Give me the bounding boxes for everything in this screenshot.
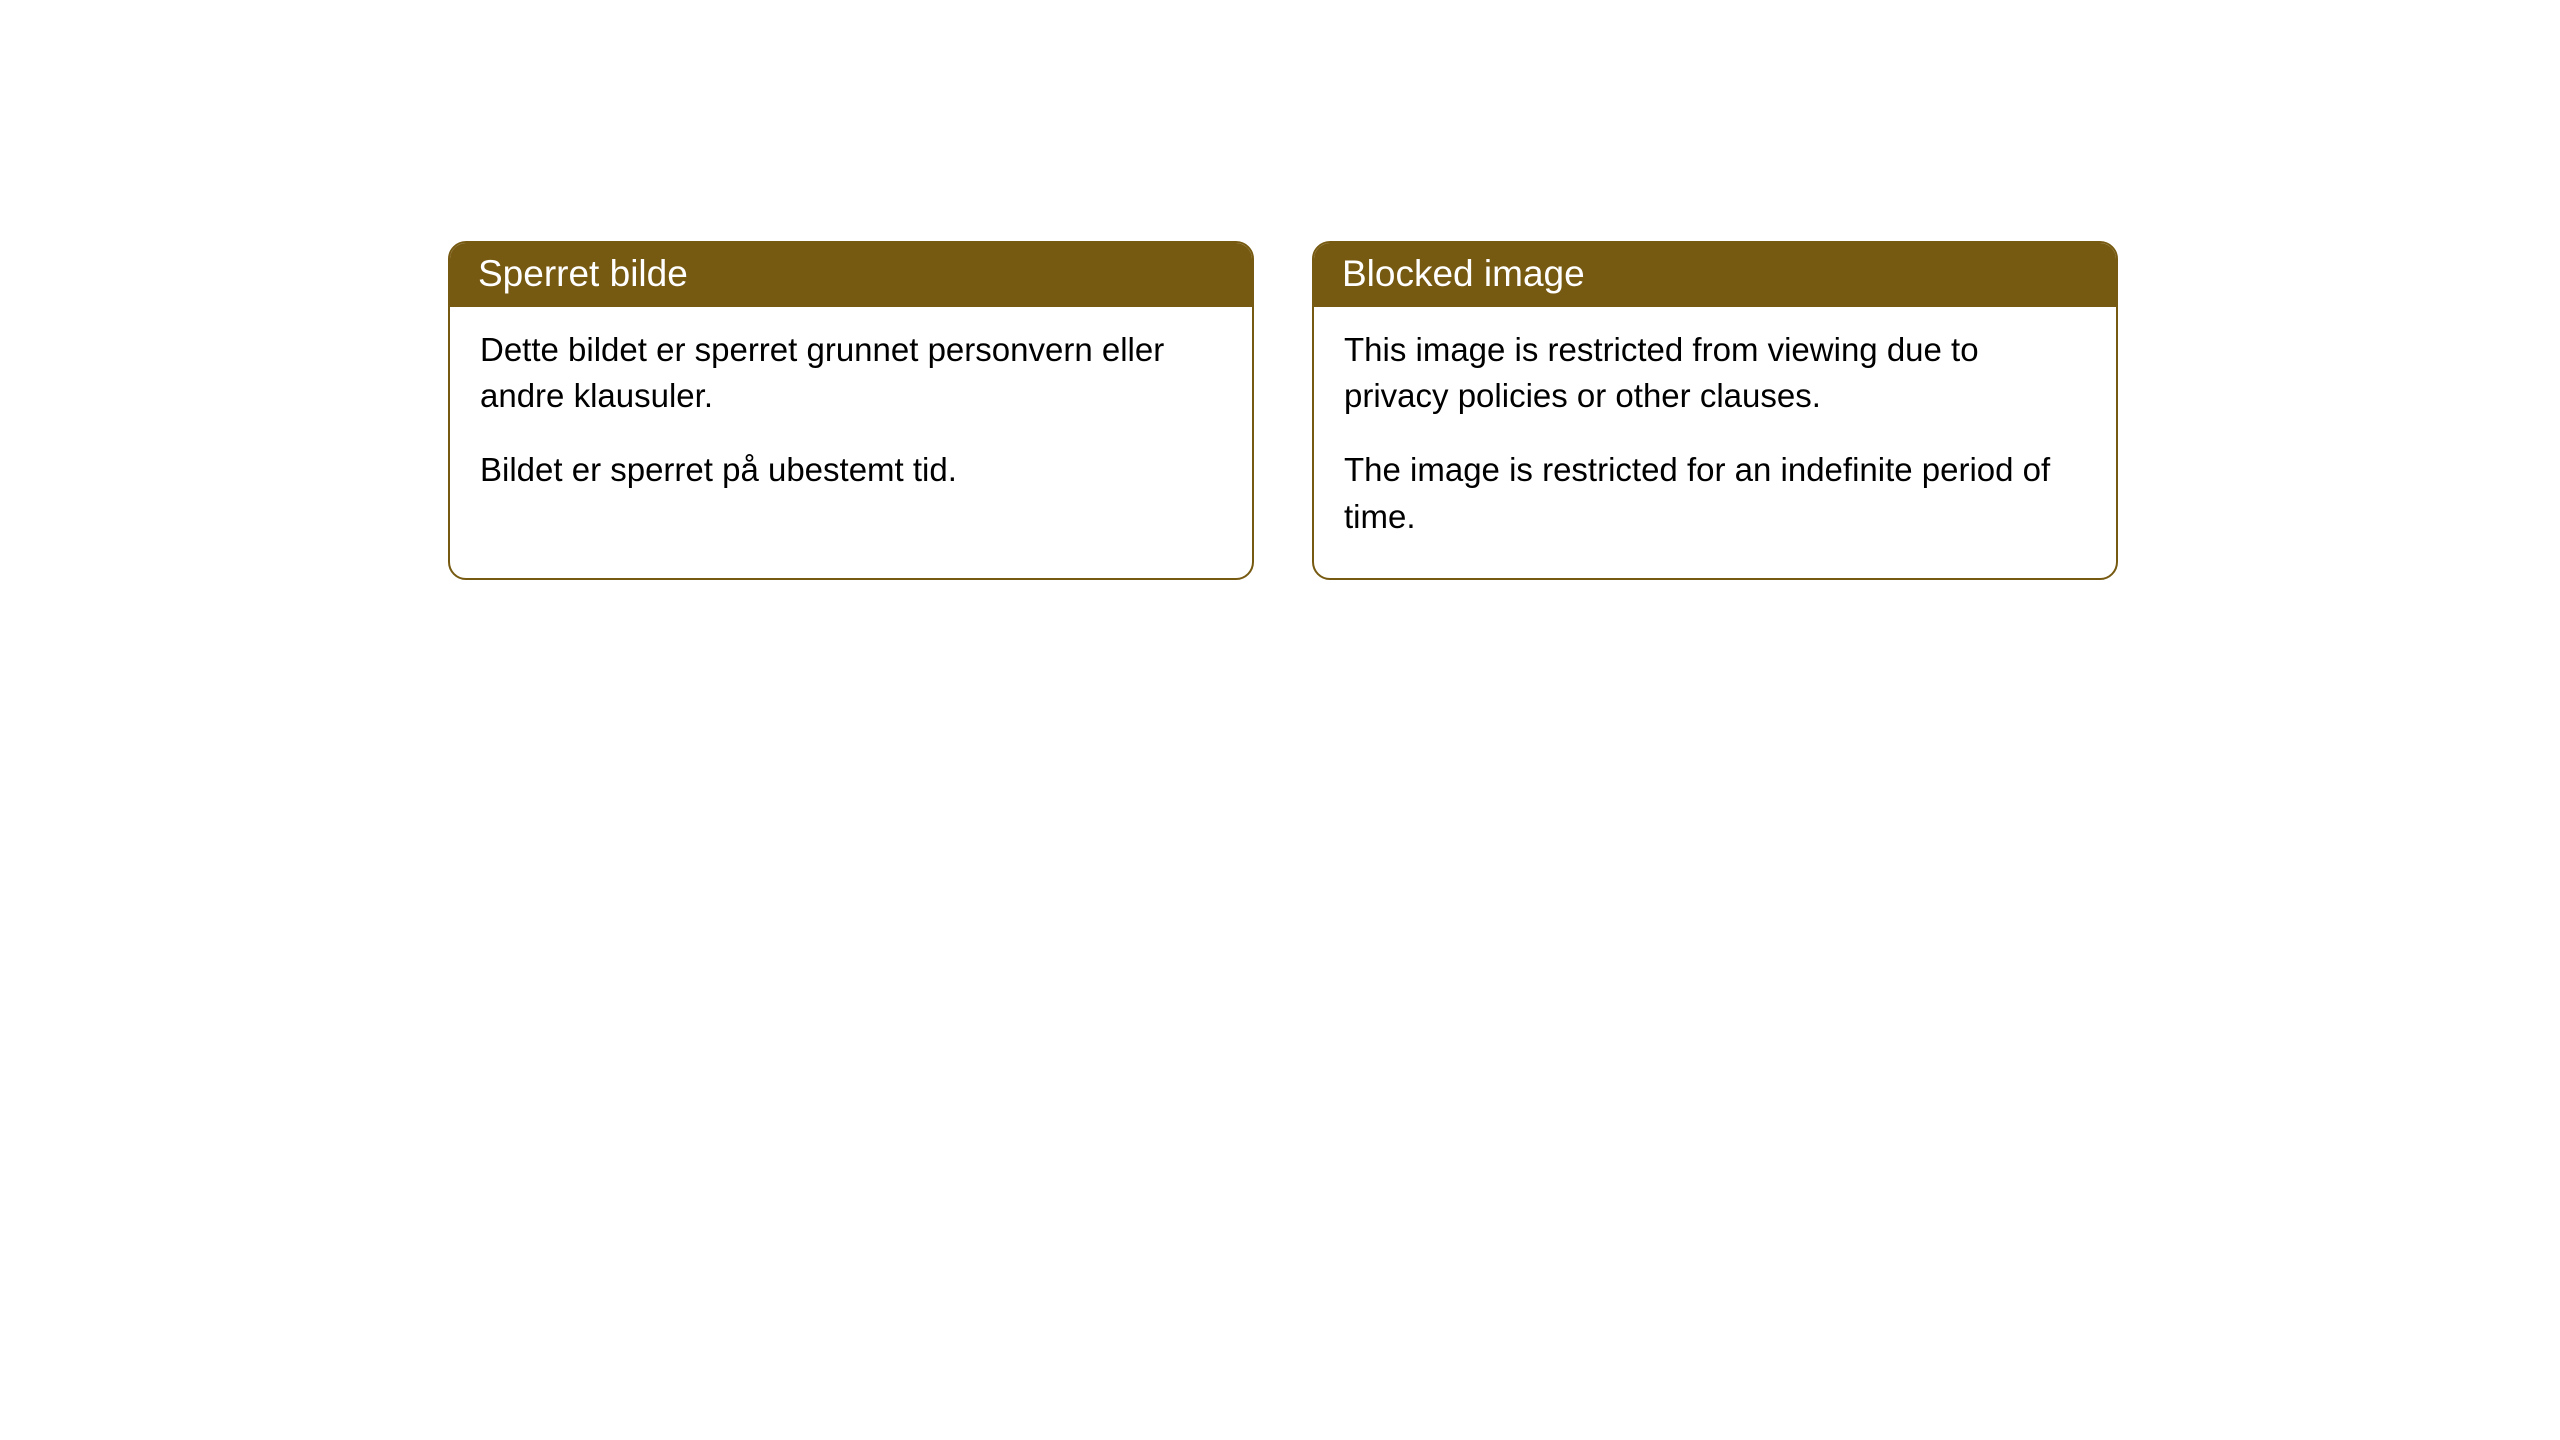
notice-cards-container: Sperret bilde Dette bildet er sperret gr… [448,241,2118,580]
card-paragraph: Dette bildet er sperret grunnet personve… [480,327,1222,419]
card-body-norwegian: Dette bildet er sperret grunnet personve… [450,307,1252,532]
card-paragraph: The image is restricted for an indefinit… [1344,447,2086,539]
notice-card-norwegian: Sperret bilde Dette bildet er sperret gr… [448,241,1254,580]
card-header-english: Blocked image [1314,243,2116,307]
card-paragraph: Bildet er sperret på ubestemt tid. [480,447,1222,493]
notice-card-english: Blocked image This image is restricted f… [1312,241,2118,580]
card-paragraph: This image is restricted from viewing du… [1344,327,2086,419]
card-body-english: This image is restricted from viewing du… [1314,307,2116,578]
card-header-norwegian: Sperret bilde [450,243,1252,307]
